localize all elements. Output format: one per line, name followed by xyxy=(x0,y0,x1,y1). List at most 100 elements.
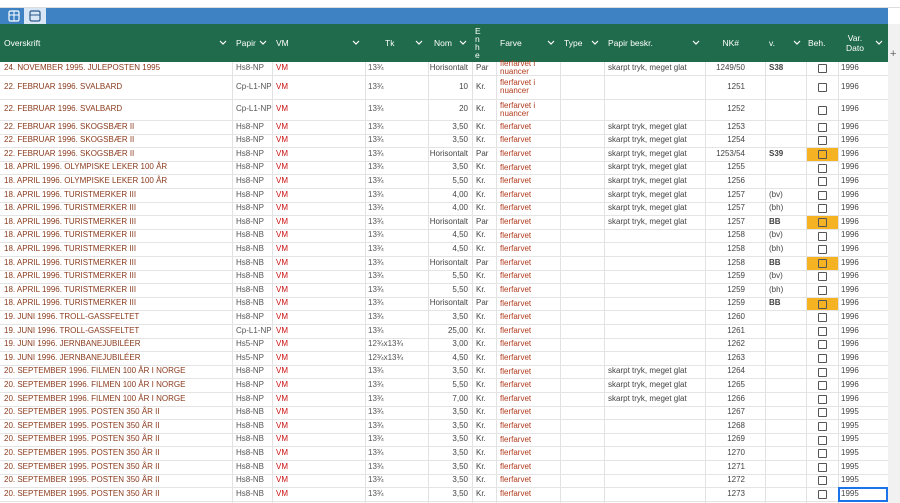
cell-papir-beskr: skarpt tryk, meget glat xyxy=(608,62,687,72)
filter-chevron[interactable] xyxy=(352,24,362,62)
cell-farve: flerfarvet xyxy=(500,148,532,158)
cell-enhed: Kr. xyxy=(476,475,486,485)
checkbox[interactable] xyxy=(818,435,827,445)
checkbox[interactable] xyxy=(818,490,827,499)
row-line xyxy=(0,99,888,100)
cell-papir: Hs8-NP xyxy=(236,175,265,185)
cell-tk: 13¾ xyxy=(368,475,384,485)
cell-papir: Hs8-NB xyxy=(236,461,265,471)
filter-chevron[interactable] xyxy=(415,24,425,62)
checkbox[interactable] xyxy=(818,177,827,187)
checkbox[interactable] xyxy=(818,476,827,486)
cell-vm: VM xyxy=(276,216,288,226)
cell-nk: 1252 xyxy=(727,104,745,114)
checkbox[interactable] xyxy=(818,299,827,309)
checkbox[interactable] xyxy=(818,340,827,350)
cell-var-dato: 1995 xyxy=(841,461,859,471)
cell-papir: Hs8-NP xyxy=(236,379,265,389)
checkbox[interactable] xyxy=(818,105,827,115)
checkbox[interactable] xyxy=(818,367,827,377)
cell-var-dato: 1996 xyxy=(841,284,859,294)
filter-chevron[interactable] xyxy=(219,24,229,62)
filter-chevron[interactable] xyxy=(692,24,702,62)
cell-nom: 5,50 xyxy=(452,284,468,294)
cell-nk: 1269 xyxy=(727,434,745,444)
cell-nom: 10 xyxy=(459,81,468,91)
checkbox[interactable] xyxy=(818,462,827,472)
cell-overskrift: 20. SEPTEMBER 1995. POSTEN 350 ÅR II xyxy=(4,420,160,430)
checkbox[interactable] xyxy=(818,326,827,336)
cell-enhed: Kr. xyxy=(476,175,486,185)
cell-farve: flerfarvet xyxy=(500,230,532,240)
add-column-icon[interactable]: + xyxy=(890,48,897,60)
cell-vm: VM xyxy=(276,189,288,199)
cell-tk: 13¾ xyxy=(368,148,384,158)
cell-vm: VM xyxy=(276,162,288,172)
filter-chevron[interactable] xyxy=(793,24,803,62)
cell-var-dato: 1996 xyxy=(841,62,859,72)
checkbox[interactable] xyxy=(818,190,827,200)
checkbox[interactable] xyxy=(818,381,827,391)
checkbox[interactable] xyxy=(818,122,827,132)
cell-var-dato: 1996 xyxy=(841,298,859,308)
cell-overskrift: 22. FEBRUAR 1996. SKOGSBÆR II xyxy=(4,148,135,158)
checkbox[interactable] xyxy=(818,394,827,404)
cell-nk: 1268 xyxy=(727,420,745,430)
cell-papir: Hs8-NP xyxy=(236,121,265,131)
checkbox[interactable] xyxy=(818,258,827,268)
checkbox[interactable] xyxy=(818,422,827,431)
cell-papir-beskr xyxy=(608,474,701,488)
beh-highlight xyxy=(807,216,838,229)
row-line xyxy=(0,473,888,475)
checkbox[interactable] xyxy=(818,204,827,214)
checkbox[interactable] xyxy=(818,64,827,73)
cell-farve: flerfarvet xyxy=(500,448,532,458)
column-header: v. xyxy=(769,38,775,48)
checkbox[interactable] xyxy=(818,408,827,418)
filter-chevron[interactable] xyxy=(259,24,269,62)
cell-papir: Hs8-NB xyxy=(236,407,265,417)
cell-farve: flerfarvet xyxy=(500,244,532,254)
cell-farve: flerfarvet xyxy=(500,352,532,362)
cell-farve: flerfarvet i nuancer xyxy=(500,100,536,118)
filter-chevron[interactable] xyxy=(547,24,557,62)
checkbox[interactable] xyxy=(818,136,827,146)
cell-nom: 3,50 xyxy=(452,475,468,485)
cell-papir: Hs8-NP xyxy=(236,311,265,321)
checkbox[interactable] xyxy=(818,83,827,92)
checkbox[interactable] xyxy=(818,163,827,173)
cell-papir: Hs8-NP xyxy=(236,203,265,213)
checkbox[interactable] xyxy=(818,272,827,282)
checkbox[interactable] xyxy=(818,245,827,255)
checkbox[interactable] xyxy=(818,313,827,323)
filter-chevron[interactable] xyxy=(459,24,469,62)
cell-enhed: Par xyxy=(476,298,489,308)
cell-type xyxy=(564,474,600,488)
cell-farve: flerfarvet xyxy=(500,189,532,199)
sheet-icon[interactable] xyxy=(29,10,41,22)
cell-overskrift: 24. NOVEMBER 1995. JULEPOSTEN 1995 xyxy=(4,62,161,72)
cell-papir-beskr xyxy=(608,297,701,311)
checkbox[interactable] xyxy=(818,449,827,459)
cell-overskrift: 19. JUNI 1996. JERNBANEJUBILÉER xyxy=(4,339,141,349)
checkbox[interactable] xyxy=(818,218,827,227)
cell-papir-beskr: skarpt tryk, meget glat xyxy=(608,162,687,172)
cell-farve: flerfarvet xyxy=(500,488,532,498)
cell-type xyxy=(564,75,600,99)
cell-papir-beskr xyxy=(608,406,701,420)
cell-tk: 13¾ xyxy=(368,271,384,281)
filter-chevron[interactable] xyxy=(591,24,601,62)
cell-farve: flerfarvet xyxy=(500,135,532,145)
cell-type xyxy=(564,147,600,161)
cell-vm: VM xyxy=(276,298,288,308)
checkbox[interactable] xyxy=(818,231,827,241)
cell-farve: flerfarvet xyxy=(500,475,532,485)
cell-papir: Hs8-NP xyxy=(236,393,265,403)
filter-chevron[interactable] xyxy=(875,24,885,62)
cell-papir-beskr xyxy=(608,242,701,256)
checkbox[interactable] xyxy=(818,150,827,159)
checkbox[interactable] xyxy=(818,286,827,295)
cell-nk: 1261 xyxy=(727,325,745,335)
checkbox[interactable] xyxy=(818,354,827,363)
cell-nom: Horisontalt xyxy=(429,62,468,72)
